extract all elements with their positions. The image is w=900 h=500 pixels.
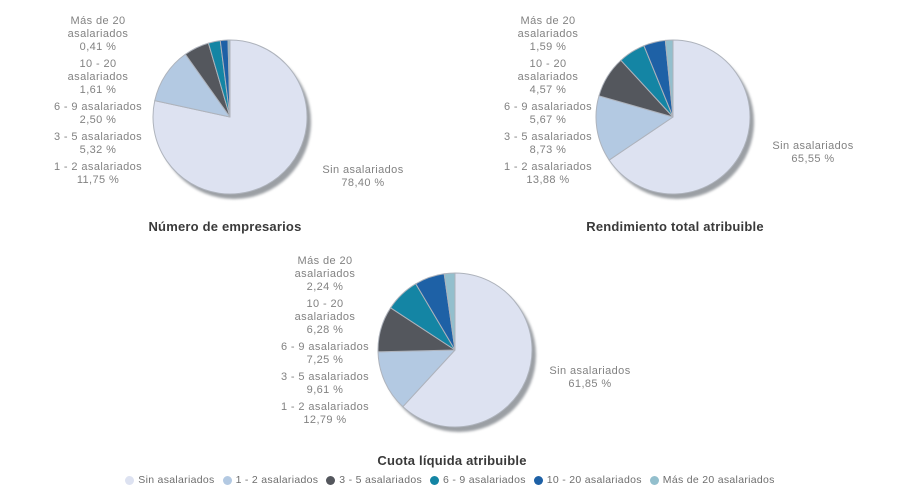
slice-label-value: 2,50 %: [79, 114, 117, 126]
slice-label-value: 78,40 %: [341, 177, 385, 189]
legend-label: 1 - 2 asalariados: [235, 474, 319, 486]
legend-item-1-2-asalariados: 1 - 2 asalariados: [222, 474, 319, 486]
pie-slice-sin-asalariados: [608, 39, 751, 195]
chart-cuota-liquida-atribuible: Más de 20 asalariados 2,24 % 10 - 20 asala…: [227, 240, 677, 472]
slice-label-3-5-asalariados: 3 - 5 asalariados 9,61 %: [244, 371, 406, 397]
legend-label: 6 - 9 asalariados: [443, 474, 526, 486]
slice-label-m-s-de-20-asalariados: Más de 20 asalariados 0,41 %: [17, 15, 179, 54]
legend-item-m-s-de-20-asalariados: Más de 20 asalariados: [649, 474, 775, 486]
slice-label-value: 1,59 %: [529, 41, 567, 53]
slice-label-10-20-asalariados: 10 - 20 asalariados 6,28 %: [244, 298, 406, 337]
slice-label-value: 7,25 %: [306, 354, 344, 366]
slice-label-name: 10 - 20 asalariados: [67, 58, 129, 83]
slice-label-name: 1 - 2 asalariados: [53, 161, 143, 173]
chart-numero-de-empresarios: Más de 20 asalariados 0,41 % 10 - 20 asala…: [0, 0, 450, 250]
slice-labels-column: Más de 20 asalariados 2,24 % 10 - 20 asala…: [244, 255, 406, 427]
chart-title: Número de empresarios: [148, 219, 302, 234]
slice-label-value: 4,57 %: [529, 84, 567, 96]
chart-title: Cuota líquida atribuible: [377, 453, 527, 468]
legend-item-sin-asalariados: Sin asalariados: [125, 474, 214, 486]
slice-label-name: 10 - 20 asalariados: [517, 58, 579, 83]
slice-label-m-s-de-20-asalariados: Más de 20 asalariados 2,24 %: [244, 255, 406, 294]
slice-label-6-9-asalariados: 6 - 9 asalariados 5,67 %: [467, 101, 629, 127]
slice-label-value: 0,41 %: [79, 41, 117, 53]
sin-asalariados-callout: Sin asalariados 65,55 %: [738, 140, 888, 166]
slice-label-10-20-asalariados: 10 - 20 asalariados 4,57 %: [467, 58, 629, 97]
slice-label-name: Sin asalariados: [322, 164, 404, 176]
slice-label-value: 12,79 %: [303, 414, 347, 426]
slice-label-name: Sin asalariados: [772, 140, 854, 152]
slice-label-value: 8,73 %: [529, 144, 567, 156]
slice-label-1-2-asalariados: 1 - 2 asalariados 13,88 %: [467, 161, 629, 187]
slice-label-name: Más de 20 asalariados: [517, 15, 579, 40]
slice-label-value: 13,88 %: [526, 174, 570, 186]
legend-item-10-20-asalariados: 10 - 20 asalariados: [533, 474, 642, 486]
pie-slice-m-s-de-20-asalariados: [664, 39, 674, 118]
sin-asalariados-callout: Sin asalariados 78,40 %: [288, 164, 438, 190]
slice-label-name: 6 - 9 asalariados: [503, 101, 593, 113]
slice-label-3-5-asalariados: 3 - 5 asalariados 5,32 %: [17, 131, 179, 157]
legend-dot-icon: [125, 475, 135, 485]
slice-label-6-9-asalariados: 6 - 9 asalariados 2,50 %: [17, 101, 179, 127]
slice-label-name: Más de 20 asalariados: [67, 15, 129, 40]
slice-label-value: 9,61 %: [306, 384, 344, 396]
slice-label-value: 11,75 %: [76, 174, 120, 186]
slice-label-name: 3 - 5 asalariados: [53, 131, 143, 143]
legend-label: Sin asalariados: [138, 474, 215, 486]
legend: Sin asalariados 1 - 2 asalariados 3 - 5 as…: [0, 474, 900, 486]
slice-label-value: 5,67 %: [529, 114, 567, 126]
pie-numero-de-empresarios: [152, 39, 311, 199]
pie-slice-sin-asalariados: [402, 272, 533, 428]
slice-label-value: 2,24 %: [306, 281, 344, 293]
slice-label-name: Más de 20 asalariados: [294, 255, 356, 280]
slice-label-value: 65,55 %: [791, 153, 835, 165]
legend-label: 3 - 5 asalariados: [339, 474, 423, 486]
slice-label-value: 61,85 %: [568, 378, 612, 390]
pie-slice-m-s-de-20-asalariados: [227, 39, 231, 118]
chart-title: Rendimiento total atribuible: [586, 219, 764, 234]
slice-labels-column: Más de 20 asalariados 1,59 % 10 - 20 asala…: [467, 15, 629, 187]
slice-label-value: 6,28 %: [306, 324, 344, 336]
legend-label: 10 - 20 asalariados: [546, 474, 642, 486]
slice-label-name: 1 - 2 asalariados: [503, 161, 593, 173]
slice-label-value: 1,61 %: [79, 84, 117, 96]
sin-asalariados-callout: Sin asalariados 61,85 %: [515, 365, 665, 391]
slice-label-name: 3 - 5 asalariados: [280, 371, 370, 383]
slice-label-10-20-asalariados: 10 - 20 asalariados 1,61 %: [17, 58, 179, 97]
slice-label-1-2-asalariados: 1 - 2 asalariados 11,75 %: [17, 161, 179, 187]
pie-cuota-liquida-atribuible: [377, 272, 536, 432]
pie-slice-m-s-de-20-asalariados: [443, 272, 456, 351]
slice-label-name: Sin asalariados: [549, 365, 631, 377]
chart-rendimiento-total-atribuible: Más de 20 asalariados 1,59 % 10 - 20 asala…: [450, 0, 900, 250]
slice-label-value: 5,32 %: [79, 144, 117, 156]
legend-dot-icon: [533, 475, 543, 485]
slice-label-name: 1 - 2 asalariados: [280, 401, 370, 413]
legend-dot-icon: [326, 475, 336, 485]
pie-slice-1-2-asalariados: [377, 349, 456, 408]
slice-label-name: 10 - 20 asalariados: [294, 298, 356, 323]
legend-dot-icon: [222, 475, 232, 485]
pie-rendimiento-total-atribuible: [595, 39, 754, 199]
slice-labels-column: Más de 20 asalariados 0,41 % 10 - 20 asala…: [17, 15, 179, 187]
slice-label-3-5-asalariados: 3 - 5 asalariados 8,73 %: [467, 131, 629, 157]
legend-dot-icon: [649, 475, 659, 485]
pie-slice-sin-asalariados: [152, 39, 308, 195]
slice-label-name: 3 - 5 asalariados: [503, 131, 593, 143]
legend-label: Más de 20 asalariados: [662, 474, 775, 486]
legend-item-6-9-asalariados: 6 - 9 asalariados: [430, 474, 526, 486]
legend-item-3-5-asalariados: 3 - 5 asalariados: [326, 474, 422, 486]
slice-label-1-2-asalariados: 1 - 2 asalariados 12,79 %: [244, 401, 406, 427]
legend-dot-icon: [430, 475, 440, 485]
slice-label-name: 6 - 9 asalariados: [53, 101, 143, 113]
slice-label-name: 6 - 9 asalariados: [280, 341, 370, 353]
slice-label-m-s-de-20-asalariados: Más de 20 asalariados 1,59 %: [467, 15, 629, 54]
slice-label-6-9-asalariados: 6 - 9 asalariados 7,25 %: [244, 341, 406, 367]
